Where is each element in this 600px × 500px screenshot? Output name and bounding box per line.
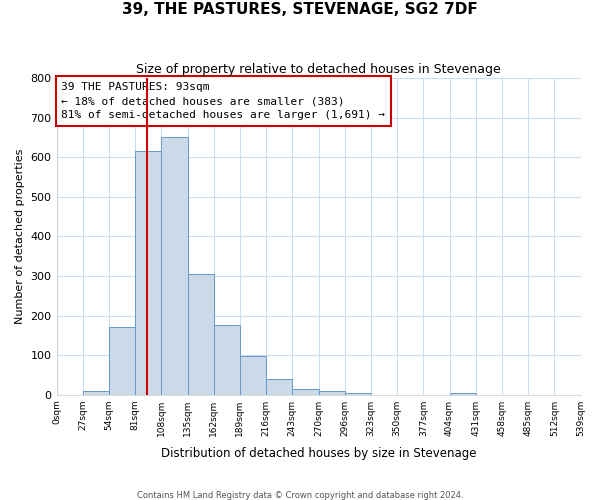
Bar [292, 388, 319, 394]
Bar [266, 379, 292, 394]
Text: 39, THE PASTURES, STEVENAGE, SG2 7DF: 39, THE PASTURES, STEVENAGE, SG2 7DF [122, 2, 478, 18]
X-axis label: Distribution of detached houses by size in Stevenage: Distribution of detached houses by size … [161, 447, 476, 460]
Text: 39 THE PASTURES: 93sqm
← 18% of detached houses are smaller (383)
81% of semi-de: 39 THE PASTURES: 93sqm ← 18% of detached… [61, 82, 385, 120]
Bar [161, 138, 188, 394]
Bar [188, 274, 214, 394]
Bar [135, 152, 161, 394]
Bar [83, 390, 109, 394]
Bar [109, 328, 135, 394]
Text: Contains HM Land Registry data © Crown copyright and database right 2024.: Contains HM Land Registry data © Crown c… [137, 490, 463, 500]
Bar [449, 392, 476, 394]
Title: Size of property relative to detached houses in Stevenage: Size of property relative to detached ho… [136, 62, 501, 76]
Bar [345, 392, 371, 394]
Bar [240, 356, 266, 395]
Bar [214, 326, 240, 394]
Y-axis label: Number of detached properties: Number of detached properties [15, 148, 25, 324]
Bar [319, 390, 345, 394]
